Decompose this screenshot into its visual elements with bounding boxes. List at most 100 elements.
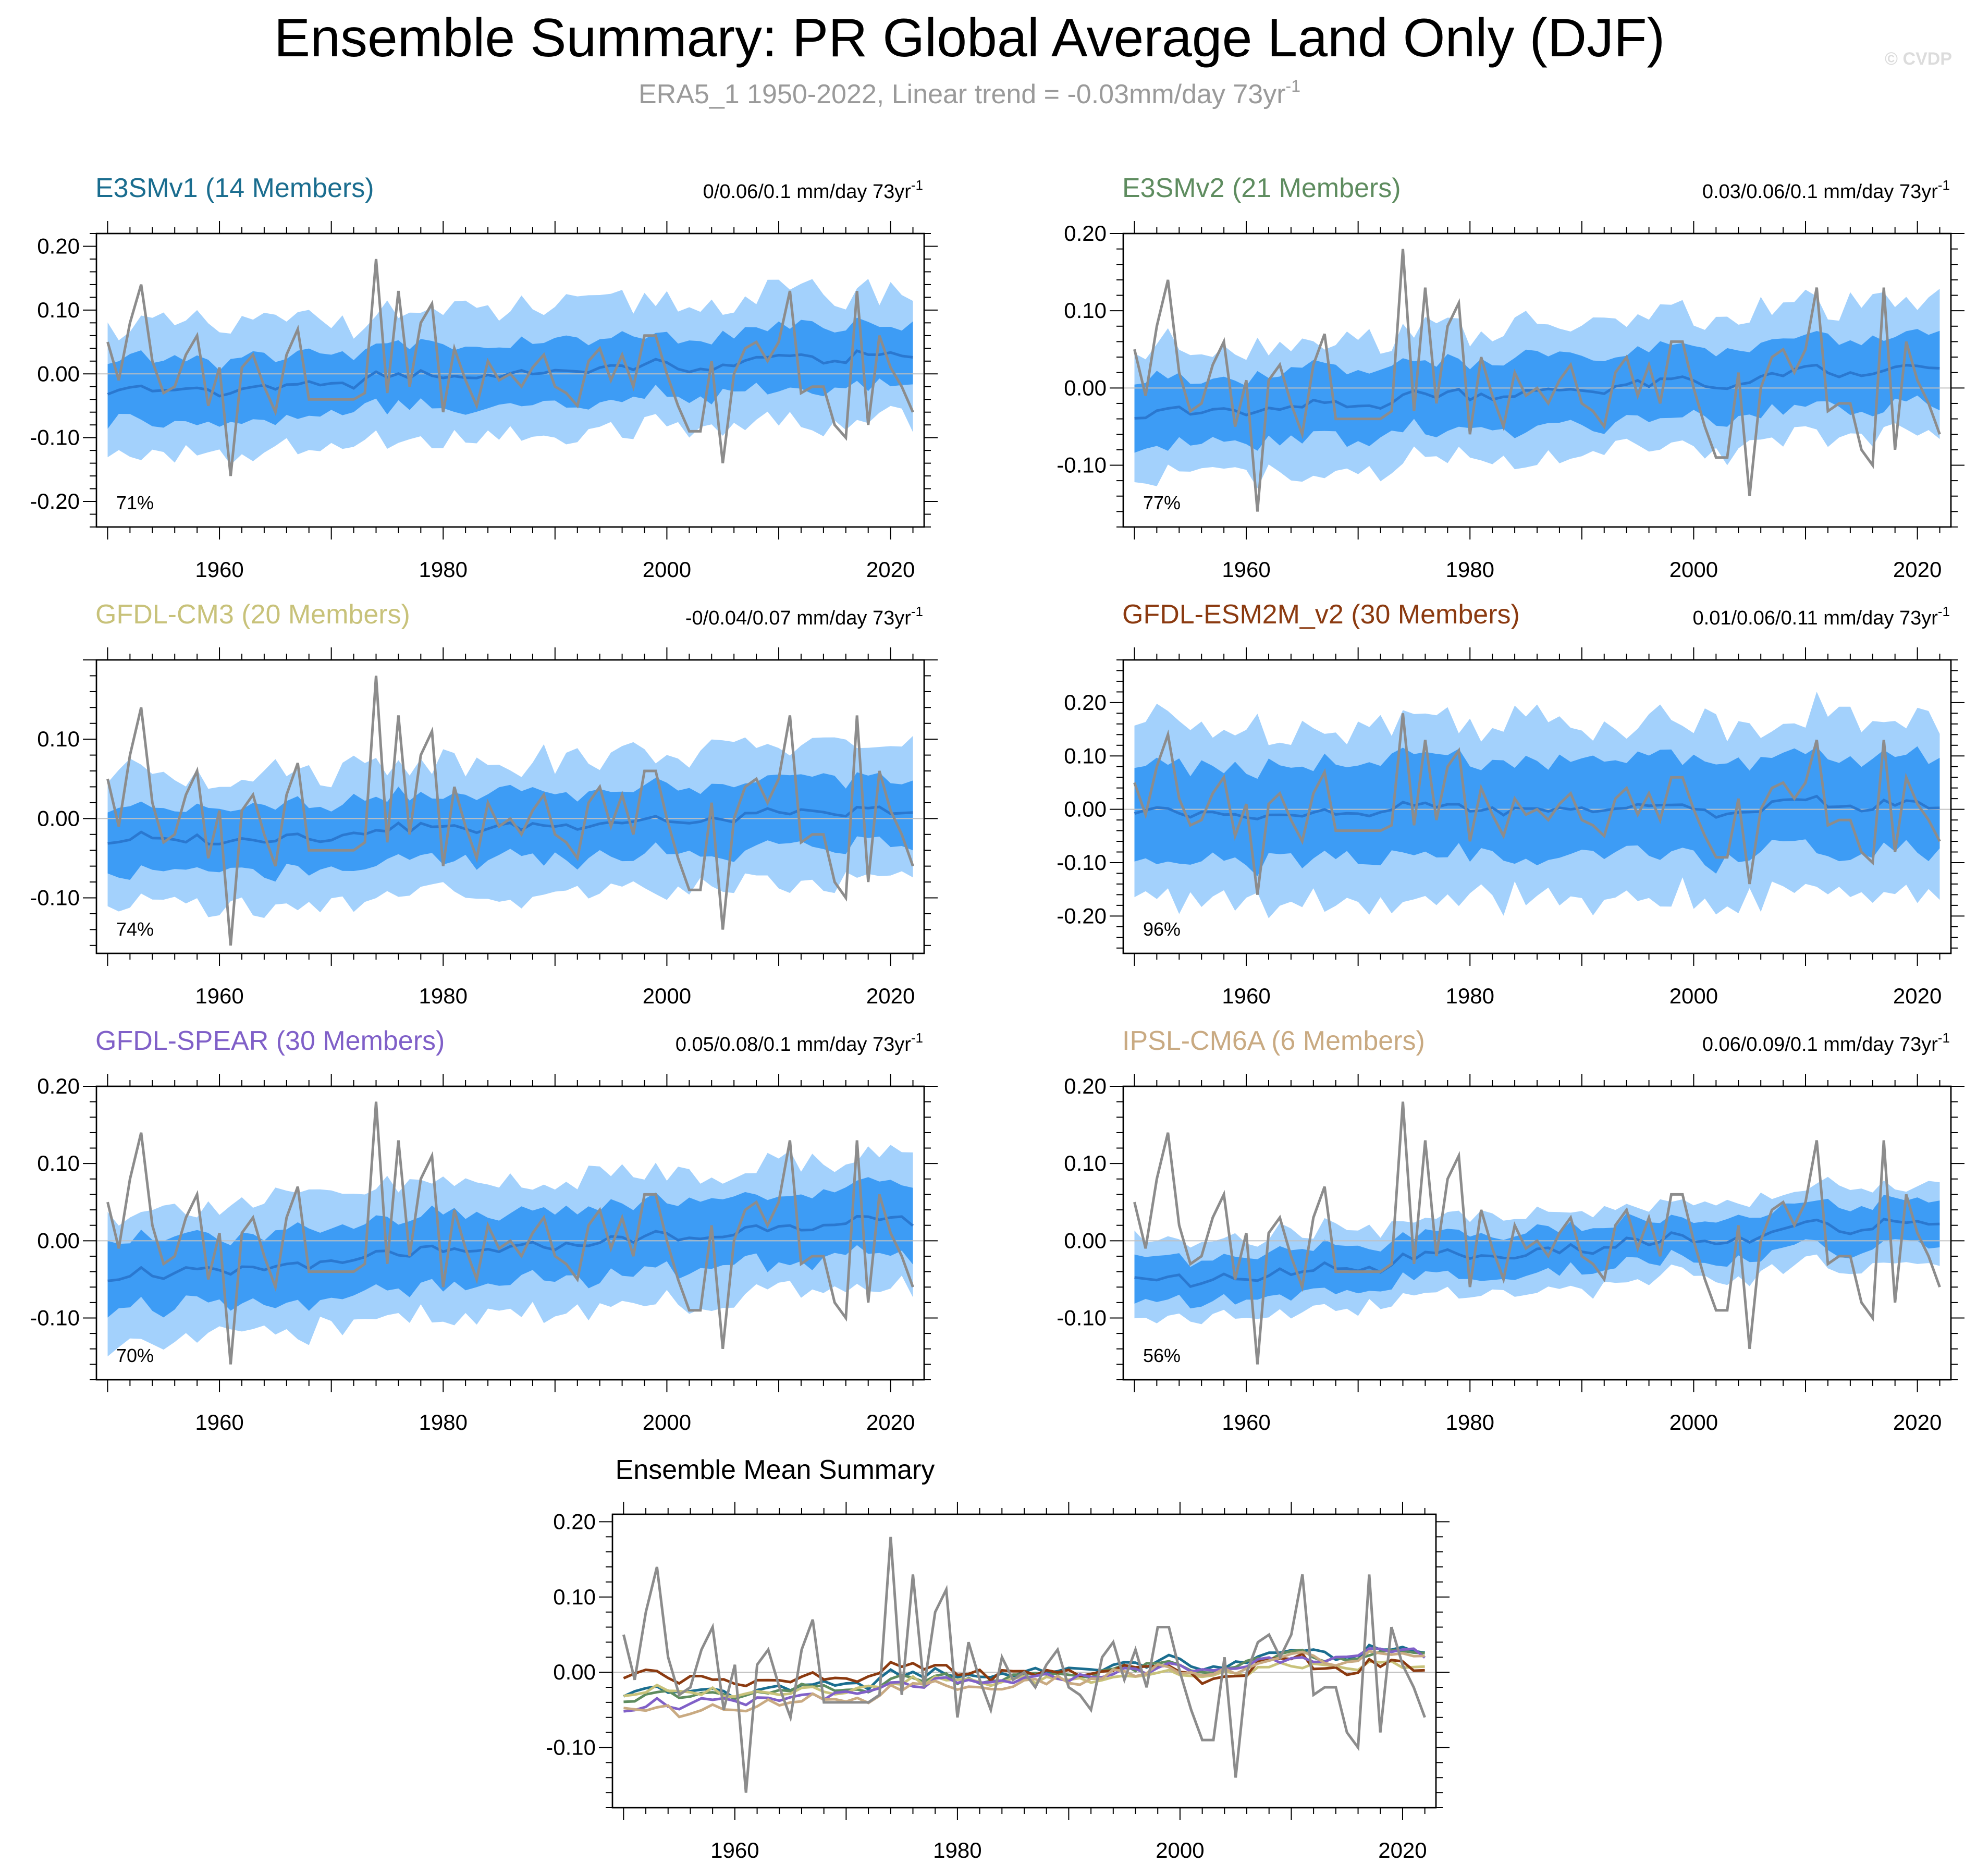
- trend-label: 0.01/0.06/0.11 mm/day 73yr-1: [1693, 604, 1950, 629]
- ensemble-mean-line: [107, 805, 913, 845]
- trend-values: 0/0.06/0.1: [703, 181, 791, 203]
- y-tick-label: 0.10: [37, 1151, 80, 1175]
- x-tick-label: 1980: [933, 1838, 981, 1862]
- y-tick-label: 0.20: [1064, 221, 1107, 246]
- observation-line: [1133, 713, 1941, 895]
- x-tick-label: 1980: [419, 557, 468, 582]
- trend-unit: mm/day 73yr: [796, 181, 911, 203]
- y-tick-label: 0.10: [37, 727, 80, 751]
- figure-subtitle-text: ERA5_1 1950-2022, Linear trend = -0.03mm…: [638, 79, 1286, 109]
- trend-gap: [1818, 1034, 1824, 1056]
- ensemble-mean-line: [1134, 1218, 1940, 1289]
- trend-unit: mm/day 73yr: [796, 607, 911, 629]
- y-tick-label: 0.00: [37, 806, 80, 830]
- x-tick-label: 2000: [643, 1410, 691, 1434]
- y-tick-label: 0.10: [553, 1585, 596, 1609]
- trend-gap: [791, 607, 797, 629]
- trend-gap: [1818, 607, 1824, 629]
- observation-line: [106, 259, 914, 476]
- panel-title: GFDL-ESM2M_v2 (30 Members): [1122, 599, 1520, 630]
- x-tick-label: 2020: [1378, 1838, 1427, 1862]
- trend-unit: mm/day 73yr: [796, 1034, 911, 1056]
- y-tick-label: 0.00: [37, 361, 80, 386]
- trend-unit: mm/day 73yr: [1823, 607, 1938, 629]
- x-tick-label: 1980: [1446, 557, 1494, 582]
- y-tick-label: -0.20: [30, 489, 80, 513]
- y-tick-label: 0.20: [37, 1074, 80, 1098]
- observation-line: [106, 676, 914, 946]
- trend-gap: [791, 1034, 797, 1056]
- trend-label: 0.05/0.08/0.1 mm/day 73yr-1: [676, 1030, 923, 1056]
- y-tick-label: 0.10: [1064, 1151, 1107, 1175]
- trend-label: -0/0.04/0.07 mm/day 73yr-1: [685, 604, 923, 629]
- series-line-ipsl-cm6a: [623, 1650, 1425, 1719]
- trend-values: 0.05/0.08/0.1: [676, 1034, 791, 1056]
- panel-title: GFDL-SPEAR (30 Members): [95, 1026, 445, 1056]
- y-tick-label: 0.00: [37, 1228, 80, 1253]
- observation-line: [622, 1537, 1426, 1793]
- figure-subtitle-sup: -1: [1286, 77, 1300, 95]
- spread-band-inner: [107, 772, 913, 882]
- x-tick-label: 2000: [1156, 1838, 1204, 1862]
- y-tick-label: -0.20: [1057, 903, 1107, 928]
- x-tick-label: 1980: [1446, 1410, 1494, 1434]
- spread-band-inner: [1134, 1195, 1940, 1309]
- ensemble-mean-line: [1134, 363, 1940, 420]
- trend-label: 0/0.06/0.1 mm/day 73yr-1: [703, 177, 923, 203]
- panel-grid: 0.20 0.10 0.00 -0.10 -0.20 1960 1980 2000 2020 E3…: [30, 173, 1964, 1862]
- x-tick-label: 1980: [419, 984, 468, 1008]
- x-tick-label: 2020: [1893, 557, 1942, 582]
- figure-subtitle: ERA5_1 1950-2022, Linear trend = -0.03mm…: [638, 77, 1300, 109]
- trend-unit: mm/day 73yr: [1823, 181, 1938, 203]
- trend-gap: [791, 181, 797, 203]
- trend-values: -0/0.04/0.07: [685, 607, 791, 629]
- y-tick-label: -0.10: [30, 1305, 80, 1330]
- x-tick-label: 2020: [1893, 984, 1942, 1008]
- panel-3: 0.20 0.10 0.00 -0.10 -0.20 1960 1980 2000 2020 GF…: [1057, 599, 1964, 1008]
- percent-label: 70%: [116, 1345, 154, 1366]
- trend-values: 0.06/0.09/0.1: [1702, 1034, 1818, 1056]
- percent-label: 71%: [116, 492, 154, 513]
- percent-label: 96%: [1143, 918, 1181, 940]
- y-tick-label: 0.20: [1064, 1074, 1107, 1098]
- observation-line: [106, 1101, 914, 1365]
- trend-label: 0.06/0.09/0.1 mm/day 73yr-1: [1702, 1030, 1950, 1056]
- y-tick-label: -0.10: [1057, 850, 1107, 875]
- x-tick-label: 2020: [866, 557, 915, 582]
- trend-label: 0.03/0.06/0.1 mm/day 73yr-1: [1702, 177, 1950, 203]
- x-tick-label: 1980: [1446, 984, 1494, 1008]
- x-tick-label: 2020: [1893, 1410, 1942, 1434]
- trend-unit-sup: -1: [1938, 1030, 1950, 1046]
- x-tick-label: 2000: [643, 557, 691, 582]
- y-tick-label: 0.20: [37, 234, 80, 258]
- trend-unit-sup: -1: [911, 1030, 923, 1046]
- panel-title: E3SMv1 (14 Members): [95, 173, 374, 203]
- percent-label: 74%: [116, 918, 154, 940]
- y-tick-label: -0.10: [30, 885, 80, 910]
- percent-label: 56%: [1143, 1345, 1181, 1366]
- panel-1: 0.20 0.10 0.00 -0.10 1960 1980 2000 2020 E3SMv2 …: [1057, 173, 1964, 582]
- x-tick-label: 1960: [195, 984, 243, 1008]
- x-tick-label: 2000: [1669, 557, 1718, 582]
- trend-unit-sup: -1: [1938, 604, 1950, 619]
- y-tick-label: 0.00: [1064, 797, 1107, 821]
- x-tick-label: 1960: [1222, 1410, 1270, 1434]
- y-tick-label: -0.10: [1057, 1305, 1107, 1330]
- x-tick-label: 2020: [866, 984, 915, 1008]
- observation-line: [1133, 249, 1941, 512]
- x-tick-label: 1980: [419, 1410, 468, 1434]
- y-tick-label: -0.10: [546, 1735, 596, 1760]
- trend-gap: [1818, 181, 1824, 203]
- panel-6: 0.20 0.10 0.00 -0.10 1960 1980 2000 2020 Ensembl…: [546, 1455, 1450, 1862]
- spread-band-inner: [1134, 746, 1940, 877]
- trend-unit-sup: -1: [911, 604, 923, 619]
- panel-2: 0.10 0.00 -0.10 1960 1980 2000 2020 GFDL-CM3 (2…: [30, 599, 938, 1008]
- figure-title: Ensemble Summary: PR Global Average Land…: [274, 8, 1665, 68]
- panel-5: 0.20 0.10 0.00 -0.10 1960 1980 2000 2020 IPSL-CM…: [1057, 1026, 1964, 1434]
- y-tick-label: 0.20: [553, 1509, 596, 1534]
- panel-title: Ensemble Mean Summary: [616, 1455, 935, 1485]
- x-tick-label: 1960: [195, 1410, 243, 1434]
- y-tick-label: 0.10: [1064, 298, 1107, 323]
- percent-label: 77%: [1143, 492, 1181, 513]
